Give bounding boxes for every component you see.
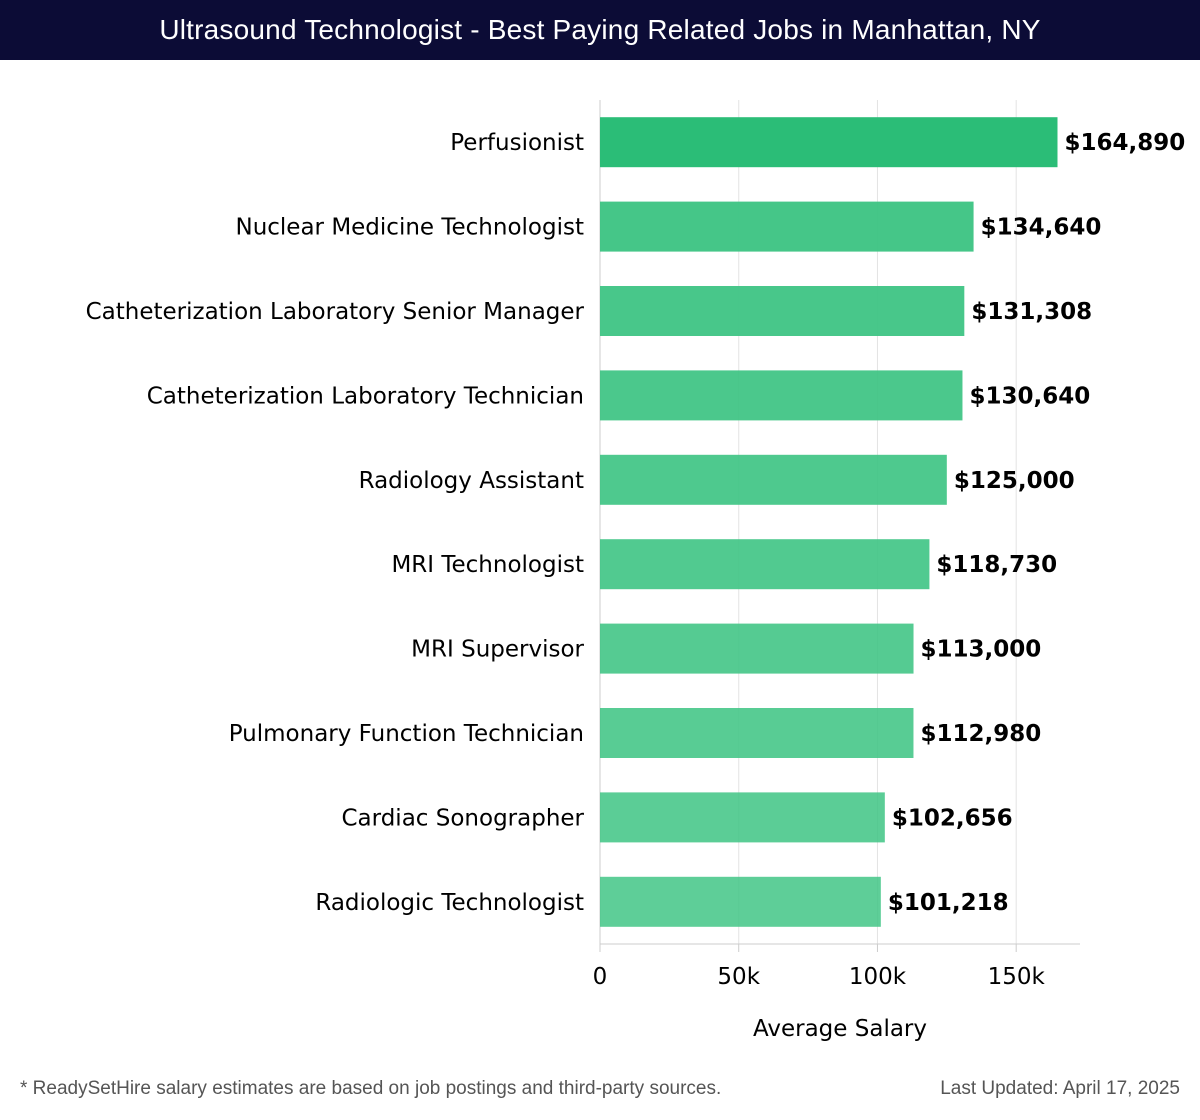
bar (600, 370, 963, 421)
x-tick-label: 0 (593, 964, 608, 990)
value-label: $118,730 (936, 552, 1057, 578)
value-label: $113,000 (921, 637, 1042, 663)
category-label: Nuclear Medicine Technologist (235, 215, 584, 241)
bar (600, 792, 885, 843)
x-tick-label: 100k (849, 964, 907, 990)
category-label: Catheterization Laboratory Senior Manage… (86, 299, 585, 325)
title-bar: Ultrasound Technologist - Best Paying Re… (0, 0, 1200, 60)
bar (600, 454, 947, 505)
value-label: $101,218 (888, 890, 1009, 916)
value-label: $112,980 (920, 721, 1041, 747)
x-tick-label: 50k (717, 964, 760, 990)
category-label: Radiology Assistant (359, 468, 584, 494)
footnote: * ReadySetHire salary estimates are base… (20, 1078, 722, 1099)
value-label: $164,890 (1064, 130, 1185, 156)
category-label: MRI Supervisor (411, 637, 584, 663)
x-tick-label: 150k (988, 964, 1046, 990)
bar (600, 201, 974, 252)
category-label: Cardiac Sonographer (342, 805, 585, 831)
chart-title: Ultrasound Technologist - Best Paying Re… (159, 14, 1041, 45)
value-label: $125,000 (954, 468, 1075, 494)
category-label: Radiologic Technologist (315, 890, 584, 916)
category-label: MRI Technologist (391, 552, 584, 578)
category-label: Perfusionist (450, 130, 584, 156)
bar (600, 286, 965, 336)
value-label: $130,640 (969, 383, 1090, 409)
x-axis-title: Average Salary (753, 1016, 927, 1042)
bar-chart: 0 50k 100k 150k Average Salary Perfusionist $1… (86, 100, 1185, 1042)
value-label: $131,308 (971, 299, 1092, 325)
bar (600, 117, 1058, 168)
bar (600, 708, 914, 758)
value-label: $102,656 (892, 805, 1013, 831)
bar (600, 539, 930, 590)
category-label: Catheterization Laboratory Technician (147, 383, 584, 409)
category-label: Pulmonary Function Technician (229, 721, 584, 747)
value-label: $134,640 (981, 215, 1102, 241)
bar (600, 623, 914, 674)
bar (600, 876, 881, 927)
last-updated: Last Updated: April 17, 2025 (940, 1078, 1180, 1099)
